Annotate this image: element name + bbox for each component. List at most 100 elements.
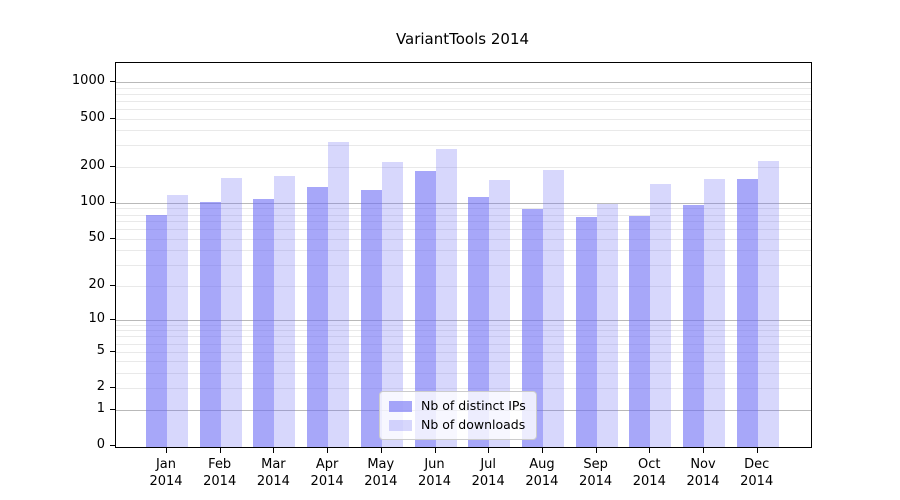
x-tick-mark	[327, 448, 329, 453]
bar-distinct-ips-may	[360, 190, 382, 447]
gridline-minor	[116, 208, 811, 210]
gridline-major	[116, 202, 811, 204]
y-tick-mark	[110, 81, 115, 82]
y-tick-mark	[110, 318, 115, 320]
y-tick-mark	[110, 165, 115, 167]
bar-distinct-ips-apr	[307, 187, 329, 447]
gridline-minor	[116, 324, 811, 326]
gridline-minor	[116, 250, 811, 252]
x-tick-label-jun: Jun 2014	[417, 457, 452, 489]
bar-distinct-ips-jul	[468, 197, 490, 447]
x-tick-mark	[166, 448, 167, 453]
bar-downloads-mar	[274, 176, 296, 447]
bar-downloads-jun	[435, 148, 457, 447]
y-tick-mark	[110, 408, 115, 410]
bar-distinct-ips-nov	[683, 205, 704, 447]
y-tick-mark	[110, 201, 115, 203]
bar-downloads-apr	[328, 141, 350, 447]
gridline-minor	[116, 93, 811, 95]
gridline-minor	[116, 87, 811, 89]
gridline-minor	[116, 221, 811, 223]
x-tick-mark	[541, 448, 543, 453]
x-tick-mark	[703, 448, 704, 453]
bar-downloads-nov	[704, 179, 725, 447]
bar-distinct-ips-aug	[521, 208, 543, 447]
gridline-minor	[116, 285, 811, 287]
x-tick-label-nov: Nov 2014	[686, 457, 720, 489]
y-tick-label: 0	[96, 437, 105, 452]
gridline-minor	[116, 118, 811, 120]
gridline-major	[116, 319, 811, 321]
y-tick-label: 2	[96, 379, 105, 395]
bar-distinct-ips-dec	[736, 179, 758, 447]
x-tick-mark	[649, 448, 651, 453]
gridline-minor	[116, 361, 811, 363]
legend-item-downloads: Nb of downloads	[389, 418, 526, 432]
y-tick-label: 20	[88, 276, 105, 292]
x-tick-label-dec: Dec 2014	[740, 457, 774, 489]
gridline-minor	[116, 373, 811, 374]
bar-distinct-ips-jun	[414, 171, 436, 447]
legend-item-distinct-ips: Nb of distinct IPs	[389, 399, 526, 413]
y-tick-label: 5	[96, 342, 105, 358]
x-tick-mark	[756, 448, 758, 453]
bar-downloads-dec	[757, 161, 779, 447]
bar-distinct-ips-mar	[253, 199, 275, 447]
x-tick-mark	[595, 448, 597, 453]
gridline-major	[116, 82, 811, 83]
legend: Nb of distinct IPs Nb of downloads	[379, 391, 537, 440]
y-tick-label: 1	[96, 400, 105, 416]
y-tick-label: 10	[88, 310, 105, 326]
gridline-minor	[116, 388, 811, 390]
y-tick-mark	[110, 387, 115, 389]
bar-downloads-aug	[542, 170, 564, 447]
x-tick-label-feb: Feb 2014	[203, 457, 237, 489]
plot-area: Nb of distinct IPs Nb of downloads	[115, 62, 812, 448]
gridline-minor	[116, 351, 811, 353]
x-tick-label-apr: Apr 2014	[310, 457, 344, 489]
gridline-minor	[116, 214, 811, 216]
y-tick-mark	[110, 445, 115, 446]
x-tick-label-may: May 2014	[364, 457, 398, 489]
gridline-minor	[116, 330, 811, 332]
x-tick-label-oct: Oct 2014	[632, 457, 666, 489]
gridline-minor	[116, 343, 811, 345]
x-tick-label-jan: Jan 2014	[149, 457, 183, 489]
x-tick-label-jul: Jul 2014	[471, 457, 505, 489]
legend-swatch-downloads-icon	[389, 419, 412, 431]
legend-label-downloads: Nb of downloads	[421, 417, 526, 432]
gridline-minor	[116, 238, 811, 240]
x-tick-label-aug: Aug 2014	[525, 457, 559, 489]
y-tick-label: 100	[80, 193, 105, 209]
y-tick-mark	[110, 350, 115, 352]
y-tick-label: 50	[88, 229, 105, 245]
bar-downloads-sep	[596, 203, 618, 447]
bar-distinct-ips-oct	[629, 215, 651, 447]
y-tick-label: 1000	[71, 73, 105, 88]
bar-distinct-ips-feb	[199, 202, 221, 447]
x-tick-mark	[219, 448, 221, 453]
bar-downloads-may	[381, 162, 403, 447]
y-tick-label: 200	[80, 157, 105, 173]
x-tick-label-sep: Sep 2014	[579, 457, 613, 489]
bar-downloads-oct	[650, 184, 672, 447]
x-tick-mark	[434, 448, 436, 453]
y-tick-mark	[110, 117, 115, 119]
gridline-minor	[116, 130, 811, 132]
gridline-minor	[116, 229, 811, 231]
y-tick-mark	[110, 237, 115, 239]
bar-distinct-ips-jan	[146, 214, 167, 447]
bar-downloads-jan	[167, 195, 188, 447]
legend-swatch-distinct-ips-icon	[389, 400, 412, 412]
gridline-minor	[116, 166, 811, 168]
gridline-minor	[116, 336, 811, 338]
bar-distinct-ips-sep	[575, 217, 597, 447]
x-tick-mark	[380, 448, 382, 453]
y-tick-label: 500	[80, 109, 105, 125]
bar-downloads-jul	[489, 179, 511, 447]
gridline-minor	[116, 108, 811, 110]
y-tick-mark	[110, 284, 115, 286]
gridline-minor	[116, 265, 811, 267]
bar-downloads-feb	[220, 178, 242, 447]
